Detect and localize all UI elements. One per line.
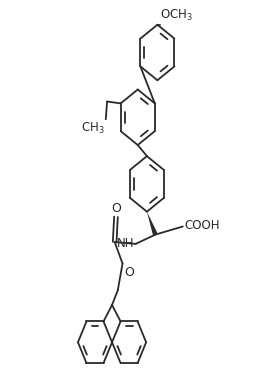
Text: OCH$_3$: OCH$_3$ bbox=[160, 8, 193, 23]
Text: O: O bbox=[111, 202, 121, 214]
Text: O: O bbox=[124, 266, 134, 279]
Polygon shape bbox=[147, 211, 157, 236]
Text: COOH: COOH bbox=[184, 219, 220, 232]
Text: CH$_3$: CH$_3$ bbox=[81, 121, 104, 136]
Text: NH: NH bbox=[117, 237, 135, 250]
